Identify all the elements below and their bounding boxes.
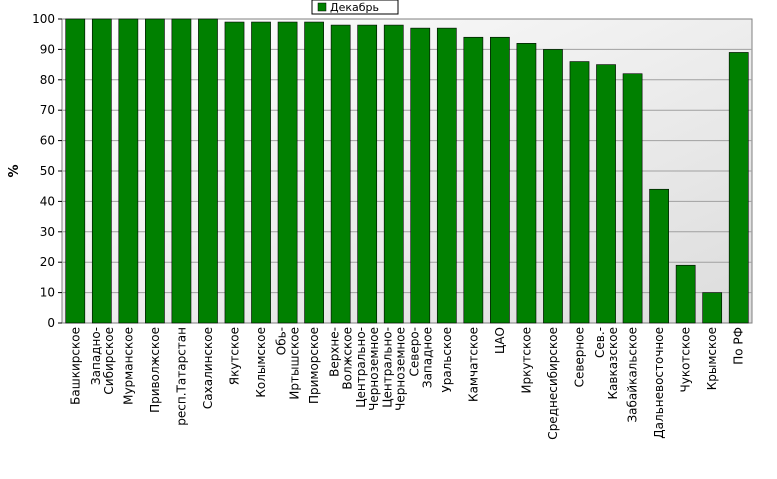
- y-tick-label: 30: [40, 225, 55, 239]
- x-tick-label: Верхне-Волжское: [328, 327, 355, 390]
- bar: [675, 264, 696, 324]
- y-tick-label: 20: [40, 255, 55, 269]
- y-tick-label: 40: [40, 194, 55, 208]
- legend: Декабрь: [311, 0, 399, 15]
- y-axis-ticks: 0 10 20 30 40 50 60 70 80 90 100: [32, 12, 62, 330]
- bar: [516, 43, 537, 324]
- bar: [198, 18, 218, 324]
- bar: [728, 52, 749, 324]
- y-tick-label: 100: [32, 12, 55, 26]
- bar: [118, 18, 139, 324]
- bar: [65, 18, 86, 324]
- x-tick-label: Иркутское: [519, 327, 533, 394]
- bar: [702, 292, 723, 324]
- x-tick-label: Среднесибирское: [546, 327, 560, 440]
- bars-group: [65, 18, 749, 324]
- bar: [251, 21, 271, 324]
- bar: [91, 18, 112, 324]
- legend-label: Декабрь: [330, 1, 379, 14]
- x-tick-label: Центрально-Черноземное: [381, 327, 408, 411]
- x-tick-label: Приморское: [307, 327, 321, 404]
- x-tick-label: Крымское: [705, 327, 719, 390]
- x-tick-label: Уральское: [440, 327, 454, 393]
- x-tick-label: Сахалинское: [201, 327, 215, 409]
- x-tick-label: Северное: [573, 327, 587, 387]
- x-tick-label: Сев.-Кавказское: [593, 327, 620, 400]
- bar: [622, 73, 643, 324]
- x-tick-label: Дальневосточное: [652, 327, 666, 439]
- x-tick-label: Якутское: [228, 327, 242, 385]
- x-tick-label: Колымское: [254, 327, 268, 398]
- bar: [145, 18, 165, 324]
- y-tick-label: 0: [47, 316, 55, 330]
- y-tick-label: 80: [40, 73, 55, 87]
- x-tick-label: По РФ: [732, 327, 746, 365]
- legend-box: [311, 0, 399, 15]
- bar: [596, 64, 616, 324]
- y-tick-label: 90: [40, 42, 55, 56]
- x-tick-label: Мурманское: [121, 327, 135, 405]
- x-tick-label: респ.Татарстан: [174, 327, 188, 426]
- legend-swatch: [317, 2, 327, 12]
- bar: [304, 21, 324, 324]
- bar: [490, 36, 510, 324]
- x-tick-label: Западно-Сибирское: [89, 327, 116, 395]
- y-axis-label: %: [7, 164, 22, 177]
- bar: [410, 27, 431, 324]
- bar: [463, 36, 484, 324]
- y-tick-label: 60: [40, 134, 55, 148]
- bar: [436, 27, 457, 324]
- x-tick-label: Приволжское: [148, 327, 162, 413]
- y-tick-label: 70: [40, 103, 55, 117]
- bar: [330, 24, 351, 324]
- x-tick-label: Камчатское: [466, 327, 480, 402]
- x-tick-label: Забайкальское: [626, 327, 640, 423]
- bar: [171, 18, 192, 324]
- bar: [569, 61, 590, 324]
- bar: [543, 49, 563, 324]
- x-tick-label: Северо-Западное: [407, 327, 434, 388]
- bar: [224, 21, 245, 324]
- x-tick-label: Чукотское: [679, 327, 693, 392]
- x-axis-labels: Башкирское Западно-Сибирское Мурманское При…: [68, 327, 745, 440]
- x-tick-label: Центрально-Черноземное: [354, 327, 381, 411]
- bar: [357, 24, 378, 324]
- x-tick-label: ЦАО: [493, 327, 507, 354]
- y-tick-label: 50: [40, 164, 55, 178]
- bar: [383, 24, 404, 324]
- bar: [277, 21, 298, 324]
- bar: [649, 188, 669, 324]
- x-tick-label: Башкирское: [68, 327, 82, 405]
- y-tick-label: 10: [40, 286, 55, 300]
- x-tick-label: Обь-Иртышское: [275, 327, 302, 400]
